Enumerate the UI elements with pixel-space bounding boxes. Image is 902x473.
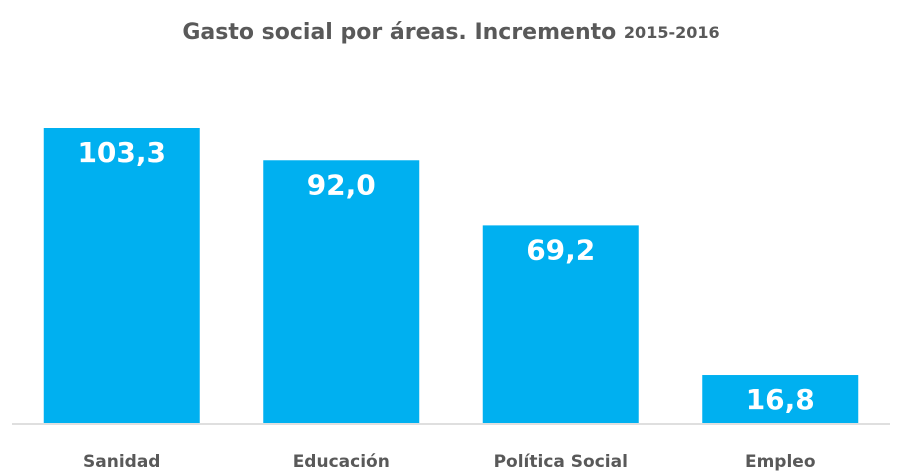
value-label: 69,2: [526, 233, 595, 266]
value-label: 16,8: [746, 383, 815, 416]
title-main: Gasto social por áreas. Incremento: [182, 20, 616, 45]
x-tick-label: Empleo: [745, 452, 816, 472]
bar: [263, 160, 420, 423]
bar: [482, 225, 639, 423]
bar: [43, 128, 200, 423]
chart-title: Gasto social por áreas. Incremento 2015-…: [182, 20, 719, 45]
value-label: 103,3: [77, 136, 166, 169]
title-period: 2015-2016: [624, 23, 720, 42]
bar: [702, 375, 859, 423]
x-tick-label: Educación: [293, 452, 390, 472]
value-label: 92,0: [307, 168, 376, 201]
x-tick-label: Política Social: [494, 452, 628, 472]
x-tick-label: Sanidad: [83, 452, 160, 472]
